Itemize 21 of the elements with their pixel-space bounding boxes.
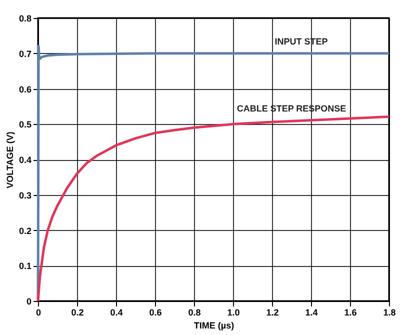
y-tick-label: 0.3 [18,190,32,200]
x-tick-label: 1.2 [266,308,279,318]
y-tick-label: 0 [26,296,32,306]
x-tick-label: 0.8 [188,308,201,318]
y-tick-label: 0.5 [18,120,32,130]
x-tick-label: 0.2 [71,308,84,318]
y-tick-label: 0.7 [18,48,32,59]
x-tick-label: 1.0 [227,308,240,318]
x-tick-label: 0 [36,308,42,318]
x-tick-label: 1.6 [344,308,357,318]
x-tick-label: 1.4 [305,308,318,318]
y-tick-label: 0.4 [18,155,32,165]
y-axis-title: VOLTAGE (V) [4,132,15,188]
y-tick-label: 0.1 [18,261,32,272]
x-tick-label: 1.8 [383,308,396,318]
x-tick-label: 0.6 [149,308,162,318]
x-axis-title: TIME (µs) [194,320,234,330]
x-tick-label: 0.4 [110,308,123,318]
y-tick-label: 0.6 [18,84,32,94]
y-tick-label: 0.8 [18,14,32,24]
y-tick-label: 0.2 [18,226,32,236]
